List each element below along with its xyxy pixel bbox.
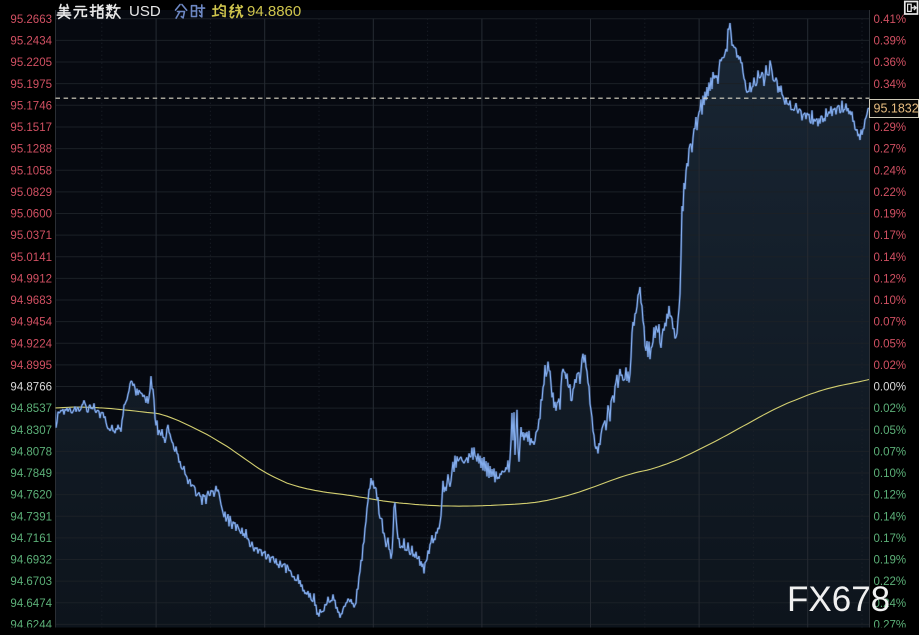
- svg-text:0.22%: 0.22%: [874, 576, 907, 588]
- svg-text:95.0371: 95.0371: [10, 230, 52, 242]
- svg-text:FX678: FX678: [787, 580, 890, 619]
- svg-text:0.05%: 0.05%: [874, 425, 907, 437]
- svg-text:0.05%: 0.05%: [874, 338, 907, 350]
- svg-text:95.1058: 95.1058: [10, 165, 52, 177]
- svg-text:0.07%: 0.07%: [874, 317, 907, 329]
- svg-text:94.7849: 94.7849: [10, 468, 52, 480]
- svg-text:94.9454: 94.9454: [10, 317, 52, 329]
- svg-text:0.12%: 0.12%: [874, 273, 907, 285]
- svg-text:0.10%: 0.10%: [874, 295, 907, 307]
- svg-text:95.1746: 95.1746: [10, 100, 52, 112]
- svg-text:95.2663: 95.2663: [10, 14, 52, 26]
- svg-text:0.24%: 0.24%: [874, 598, 907, 610]
- svg-text:0.02%: 0.02%: [874, 403, 907, 415]
- svg-text:94.8995: 94.8995: [10, 360, 52, 372]
- svg-text:94.8766: 94.8766: [10, 382, 52, 394]
- svg-text:95.0141: 95.0141: [10, 252, 52, 264]
- svg-text:0.02%: 0.02%: [874, 360, 907, 372]
- svg-text:95.1832: 95.1832: [874, 102, 919, 116]
- svg-text:0.24%: 0.24%: [874, 165, 907, 177]
- svg-text:95.2434: 95.2434: [10, 36, 52, 48]
- svg-text:0.41%: 0.41%: [874, 14, 907, 26]
- svg-text:0.07%: 0.07%: [874, 447, 907, 459]
- svg-text:0.12%: 0.12%: [874, 490, 907, 502]
- svg-text:0.17%: 0.17%: [874, 533, 907, 545]
- svg-text:94.6932: 94.6932: [10, 555, 52, 567]
- svg-text:94.6703: 94.6703: [10, 576, 52, 588]
- svg-text:0.22%: 0.22%: [874, 187, 907, 199]
- svg-text:94.7161: 94.7161: [10, 533, 52, 545]
- svg-text:0.14%: 0.14%: [874, 511, 907, 523]
- svg-text:94.8307: 94.8307: [10, 425, 52, 437]
- svg-text:94.9912: 94.9912: [10, 273, 52, 285]
- svg-text:0.27%: 0.27%: [874, 144, 907, 156]
- svg-text:95.1975: 95.1975: [10, 79, 52, 91]
- svg-text:94.9224: 94.9224: [10, 338, 52, 350]
- svg-text:94.8860: 94.8860: [247, 3, 301, 20]
- svg-text:0.36%: 0.36%: [874, 57, 907, 69]
- svg-text:95.1517: 95.1517: [10, 122, 52, 134]
- svg-text:94.7391: 94.7391: [10, 511, 52, 523]
- svg-text:0.39%: 0.39%: [874, 36, 907, 48]
- svg-text:95.0600: 95.0600: [10, 209, 52, 221]
- svg-text:0.14%: 0.14%: [874, 252, 907, 264]
- svg-text:95.1288: 95.1288: [10, 144, 52, 156]
- svg-text:0.19%: 0.19%: [874, 555, 907, 567]
- svg-text:0.17%: 0.17%: [874, 230, 907, 242]
- svg-text:94.9683: 94.9683: [10, 295, 52, 307]
- svg-text:0.10%: 0.10%: [874, 468, 907, 480]
- svg-text:95.0829: 95.0829: [10, 187, 52, 199]
- svg-text:94.6474: 94.6474: [10, 598, 52, 610]
- svg-text:0.19%: 0.19%: [874, 209, 907, 221]
- svg-text:0.29%: 0.29%: [874, 122, 907, 134]
- svg-text:0.00%: 0.00%: [874, 382, 907, 394]
- svg-text:94.8537: 94.8537: [10, 403, 52, 415]
- svg-text:95.2205: 95.2205: [10, 57, 52, 69]
- svg-text:0.34%: 0.34%: [874, 79, 907, 91]
- svg-text:94.7620: 94.7620: [10, 490, 52, 502]
- svg-text:94.8078: 94.8078: [10, 447, 52, 459]
- svg-text:USD: USD: [129, 3, 161, 20]
